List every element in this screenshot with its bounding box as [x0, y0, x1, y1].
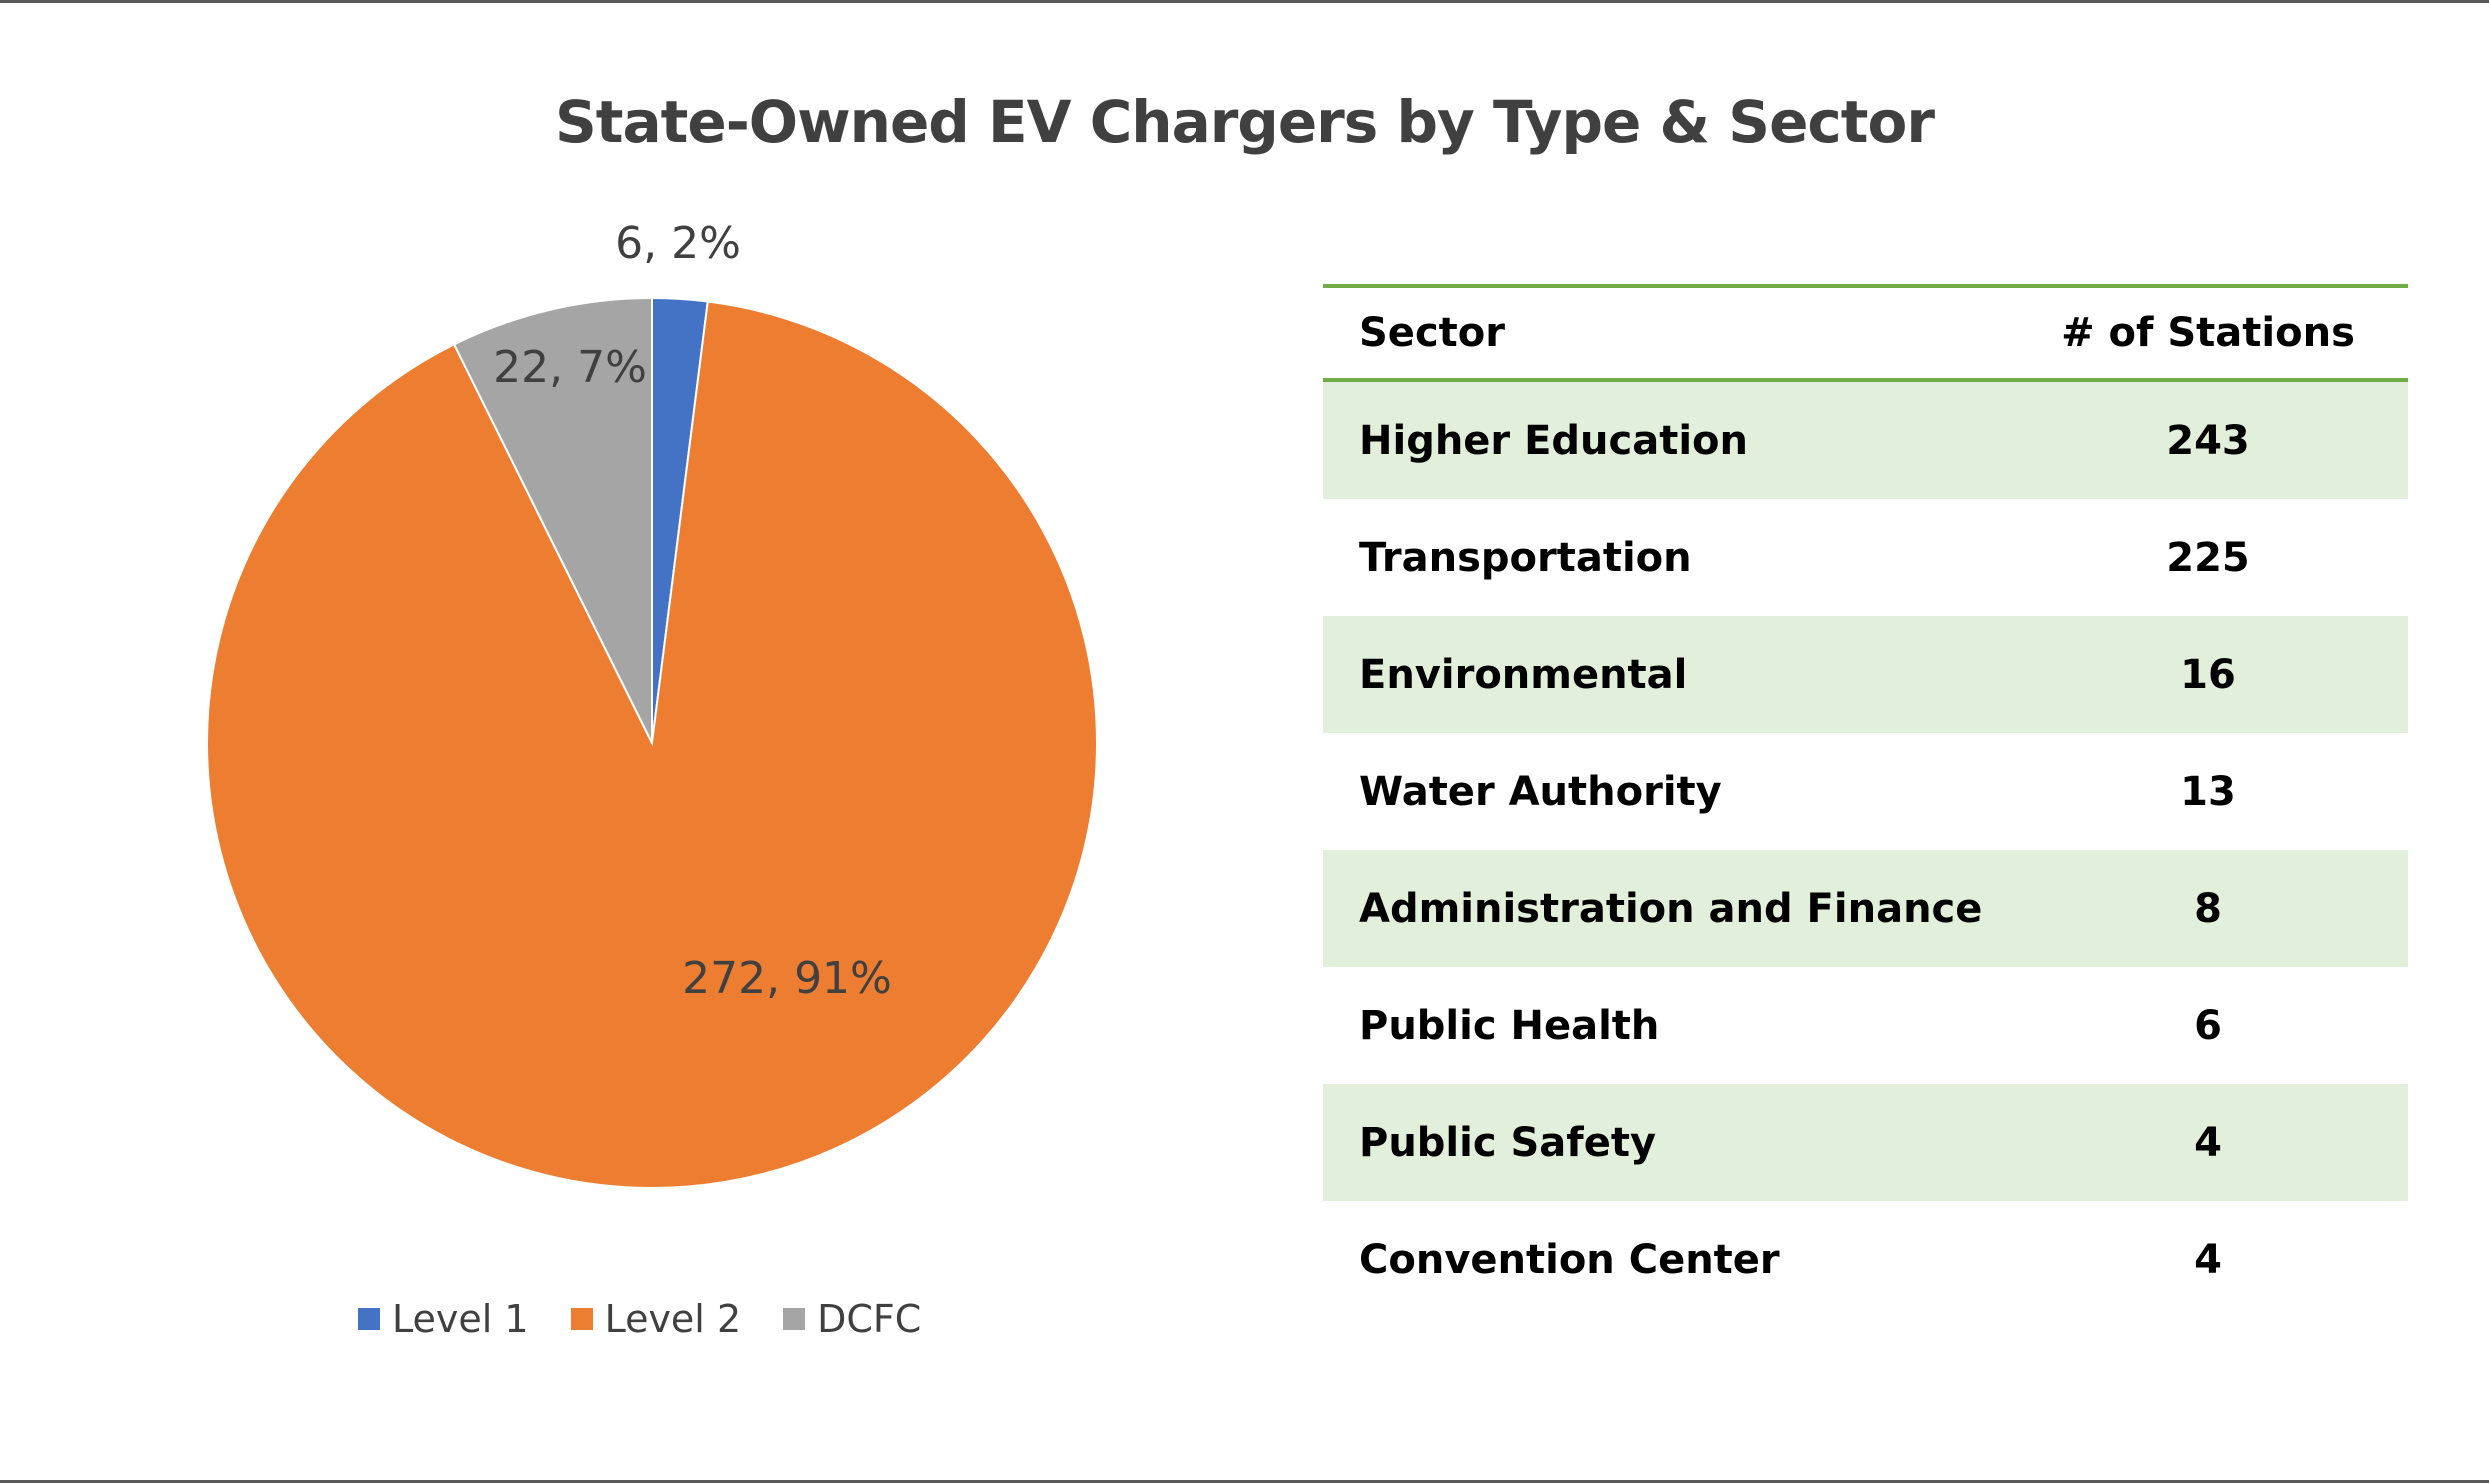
bottom-border: [0, 1480, 2489, 1483]
legend-item-level2: Level 2: [570, 1297, 742, 1341]
data-label-dcfc: 22, 7%: [493, 342, 647, 393]
top-border: [0, 0, 2489, 3]
sector-cell: Public Health: [1359, 1002, 1660, 1049]
stations-cell: 8: [2194, 885, 2222, 932]
legend-label-dcfc: DCFC: [817, 1297, 922, 1341]
table-row: Water Authority 13: [1323, 733, 2408, 850]
column-header-stations: # of Stations: [2061, 310, 2355, 356]
sector-table: Sector # of Stations Higher Education 24…: [1323, 284, 2408, 1318]
table-header-row: Sector # of Stations: [1323, 286, 2408, 380]
legend-item-level1: Level 1: [358, 1297, 529, 1341]
sector-cell: Environmental: [1359, 651, 1688, 698]
legend-swatch-level1: [358, 1308, 380, 1330]
stations-cell: 6: [2194, 1002, 2222, 1049]
table-row: Environmental 16: [1323, 616, 2408, 733]
column-header-sector: Sector: [1359, 310, 1505, 356]
legend-swatch-dcfc: [783, 1308, 806, 1330]
data-label-level2: 272, 91%: [682, 953, 892, 1004]
sector-cell: Convention Center: [1359, 1236, 1780, 1283]
stations-cell: 13: [2180, 768, 2236, 815]
chart-title: State-Owned EV Chargers by Type & Sector: [555, 88, 1935, 156]
sector-cell: Public Safety: [1359, 1119, 1657, 1166]
pie-slice-level2: [206, 300, 1098, 1189]
table-row: Administration and Finance 8: [1323, 850, 2408, 967]
legend-label-level2: Level 2: [604, 1297, 742, 1341]
table-row: Higher Education 243: [1323, 380, 2408, 499]
stations-cell: 225: [2166, 534, 2250, 581]
stations-cell: 16: [2180, 651, 2236, 698]
table-row: Public Safety 4: [1323, 1084, 2408, 1201]
chart-legend: Level 1 Level 2 DCFC: [358, 1297, 963, 1341]
stations-cell: 243: [2166, 417, 2250, 464]
stations-cell: 4: [2194, 1236, 2222, 1283]
sector-cell: Transportation: [1359, 534, 1692, 581]
sector-cell: Water Authority: [1359, 768, 1722, 815]
legend-item-dcfc: DCFC: [783, 1297, 921, 1341]
data-label-level1: 6, 2%: [615, 218, 741, 269]
legend-label-level1: Level 1: [392, 1297, 529, 1341]
table-row: Convention Center 4: [1323, 1201, 2408, 1318]
table-row: Public Health 6: [1323, 967, 2408, 1084]
stations-cell: 4: [2194, 1119, 2222, 1166]
sector-cell: Higher Education: [1359, 417, 1749, 464]
pie-slice-dcfc: [452, 296, 653, 744]
table-row: Transportation 225: [1323, 499, 2408, 616]
legend-swatch-level2: [570, 1308, 593, 1330]
sector-cell: Administration and Finance: [1359, 885, 1983, 932]
